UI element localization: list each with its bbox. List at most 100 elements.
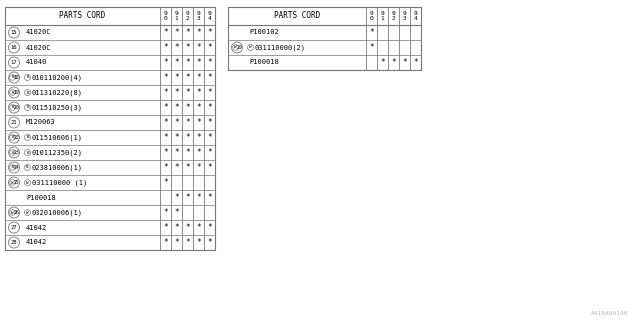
Text: 9
3: 9 3	[196, 11, 200, 21]
Text: *: *	[185, 58, 190, 67]
Circle shape	[8, 207, 19, 218]
Text: *: *	[185, 133, 190, 142]
Text: A410A00100: A410A00100	[591, 311, 628, 316]
Text: *: *	[174, 148, 179, 157]
Circle shape	[8, 162, 19, 173]
Circle shape	[24, 75, 31, 81]
Text: *: *	[163, 88, 168, 97]
Text: *: *	[207, 103, 212, 112]
Text: PARTS CORD: PARTS CORD	[60, 12, 106, 20]
Text: 17: 17	[11, 60, 17, 65]
Text: *: *	[174, 223, 179, 232]
Circle shape	[8, 177, 19, 188]
Text: *: *	[174, 58, 179, 67]
Text: *: *	[174, 88, 179, 97]
Text: *: *	[207, 43, 212, 52]
Text: 21: 21	[11, 120, 17, 125]
Text: *: *	[196, 163, 201, 172]
Circle shape	[8, 102, 19, 113]
Circle shape	[8, 117, 19, 128]
Text: *: *	[185, 103, 190, 112]
Text: *: *	[163, 58, 168, 67]
Circle shape	[232, 42, 243, 53]
Circle shape	[8, 132, 19, 143]
Text: 16: 16	[11, 45, 17, 50]
Text: 011510250(3): 011510250(3)	[31, 104, 83, 111]
Text: *: *	[413, 58, 418, 67]
Text: M120063: M120063	[26, 119, 56, 125]
Circle shape	[24, 180, 31, 186]
Text: 23: 23	[13, 150, 19, 155]
Text: *: *	[196, 133, 201, 142]
Text: P100018: P100018	[26, 195, 56, 201]
Text: *: *	[174, 238, 179, 247]
Circle shape	[24, 164, 31, 171]
Text: *: *	[174, 133, 179, 142]
Text: B: B	[26, 106, 29, 109]
Bar	[5, 7, 215, 250]
Text: *: *	[391, 58, 396, 67]
Text: 031110000 (1): 031110000 (1)	[31, 179, 87, 186]
Circle shape	[10, 165, 15, 170]
Text: *: *	[196, 73, 201, 82]
Text: *: *	[163, 73, 168, 82]
Text: B: B	[12, 91, 13, 94]
Text: P100102: P100102	[249, 29, 279, 36]
Text: 9
3: 9 3	[403, 11, 406, 21]
Text: 9
1: 9 1	[175, 11, 179, 21]
Text: *: *	[207, 58, 212, 67]
Text: B: B	[26, 150, 29, 155]
Text: *: *	[207, 133, 212, 142]
Text: 9
4: 9 4	[413, 11, 417, 21]
Text: 9
0: 9 0	[164, 11, 168, 21]
Text: 41042: 41042	[26, 239, 47, 245]
Text: B: B	[26, 76, 29, 79]
Text: B: B	[12, 106, 13, 109]
Circle shape	[8, 147, 19, 158]
Text: *: *	[163, 118, 168, 127]
Text: *: *	[174, 103, 179, 112]
Text: W: W	[249, 45, 252, 50]
Text: P100018: P100018	[249, 60, 279, 66]
Circle shape	[24, 210, 31, 215]
Text: B: B	[26, 135, 29, 140]
Text: *: *	[174, 118, 179, 127]
Circle shape	[8, 42, 19, 53]
Text: *: *	[185, 238, 190, 247]
Circle shape	[10, 180, 15, 185]
Circle shape	[10, 135, 15, 140]
Text: *: *	[163, 43, 168, 52]
Text: *: *	[196, 223, 201, 232]
Text: *: *	[196, 58, 201, 67]
Text: N: N	[12, 165, 13, 170]
Text: 011310220(8): 011310220(8)	[31, 89, 83, 96]
Text: *: *	[369, 43, 374, 52]
Text: *: *	[163, 208, 168, 217]
Text: *: *	[380, 58, 385, 67]
Circle shape	[10, 150, 15, 155]
Text: *: *	[185, 223, 190, 232]
Text: *: *	[163, 148, 168, 157]
Text: 29: 29	[236, 45, 242, 50]
Text: *: *	[185, 148, 190, 157]
Text: 9
0: 9 0	[370, 11, 373, 21]
Text: W: W	[26, 180, 29, 185]
Text: *: *	[174, 28, 179, 37]
Text: *: *	[185, 43, 190, 52]
Text: 28: 28	[11, 240, 17, 245]
Text: *: *	[369, 28, 374, 37]
Text: *: *	[185, 118, 190, 127]
Text: 25: 25	[13, 180, 19, 185]
Circle shape	[24, 149, 31, 156]
Text: *: *	[207, 223, 212, 232]
Text: *: *	[174, 43, 179, 52]
Text: 9
4: 9 4	[207, 11, 211, 21]
Text: W: W	[26, 211, 29, 214]
Text: *: *	[163, 238, 168, 247]
Text: *: *	[174, 163, 179, 172]
Text: *: *	[185, 28, 190, 37]
Text: *: *	[185, 163, 190, 172]
Text: *: *	[174, 73, 179, 82]
Text: B: B	[12, 135, 13, 140]
Bar	[228, 7, 421, 70]
